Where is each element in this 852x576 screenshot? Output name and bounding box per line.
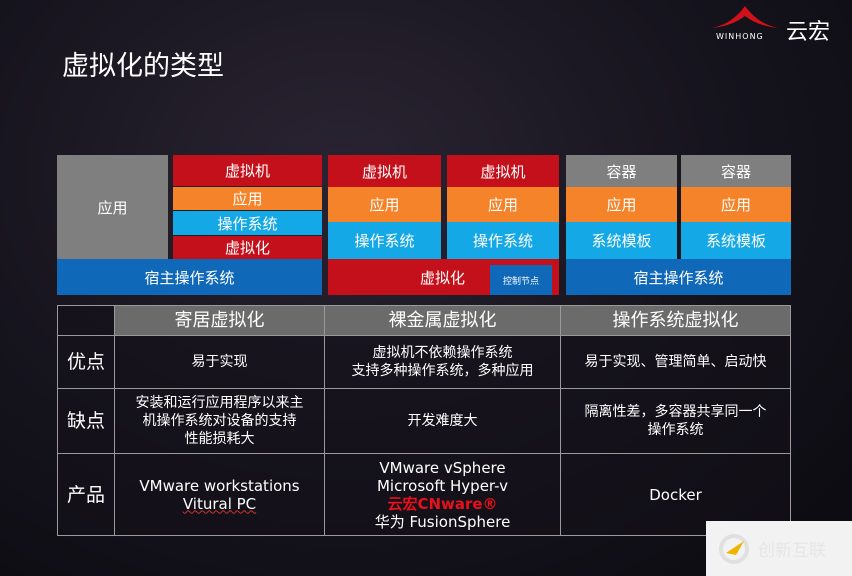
cell-line: 虚拟机不依赖操作系统	[372, 345, 513, 361]
cell-line: Docker	[649, 485, 702, 504]
cell-line: 安装和运行应用程序以来主	[135, 395, 304, 411]
container1-template-block: 系统模板	[566, 222, 677, 259]
hosted-host-os-block: 宿主操作系统	[57, 259, 322, 295]
cell-line: 操作系统	[647, 422, 704, 438]
cell-line: 云宏CNware®	[387, 494, 498, 513]
cell-line: VMware workstations	[139, 476, 300, 495]
table-cell: VMware vSphere Microsoft Hyper-v 云宏CNware®…	[324, 453, 561, 536]
oslevel-host-os-block: 宿主操作系统	[566, 259, 791, 295]
hosted-vm-block: 虚拟机	[173, 155, 322, 186]
watermark: 创新互联	[706, 521, 852, 576]
comparison-table: 寄居虚拟化 裸金属虚拟化 操作系统虚拟化 优点 易于实现 虚拟机不依赖操作系统支…	[57, 305, 791, 536]
header-os-level: 操作系统虚拟化	[560, 305, 791, 336]
bare-app1-block: 应用	[328, 187, 441, 222]
row-label: 产品	[57, 453, 115, 536]
table-row: 优点 易于实现 虚拟机不依赖操作系统支持多种操作系统，多种应用 易于实现、管理简…	[57, 335, 791, 389]
cell-line: Vitural PC	[182, 494, 257, 513]
table-cell: 易于实现、管理简单、启动快	[560, 335, 791, 389]
bare-vm2-block: 虚拟机	[447, 155, 559, 187]
header-hosted: 寄居虚拟化	[114, 305, 325, 336]
cell-line: 机操作系统对设备的支持	[142, 413, 297, 429]
container1-block: 容器	[566, 155, 677, 187]
hosted-app-block: 应用	[57, 155, 168, 259]
logo-text-en: WINHONG	[716, 32, 764, 41]
winhong-logo-icon	[712, 6, 778, 28]
cell-line: Microsoft Hyper-v	[376, 476, 509, 495]
header-bare-metal: 裸金属虚拟化	[324, 305, 561, 336]
container1-app-block: 应用	[566, 187, 677, 222]
table-cell: 易于实现	[114, 335, 325, 389]
table-cell: 隔离性差，多容器共享同一个 操作系统	[560, 388, 791, 454]
table-cell: VMware workstations Vitural PC	[114, 453, 325, 536]
row-label: 缺点	[57, 388, 115, 454]
logo-text-cn: 云宏	[786, 20, 831, 45]
cell-line: 支持多种操作系统，多种应用	[351, 363, 534, 379]
container2-block: 容器	[681, 155, 791, 187]
table-header-row: 寄居虚拟化 裸金属虚拟化 操作系统虚拟化	[57, 305, 791, 336]
hosted-vm-os-block: 操作系统	[173, 211, 322, 235]
container2-template-block: 系统模板	[681, 222, 791, 259]
watermark-logo-icon	[719, 533, 749, 564]
container2-app-block: 应用	[681, 187, 791, 222]
cell-line: 隔离性差，多容器共享同一个	[584, 404, 767, 420]
cell-line: 性能损耗大	[184, 431, 255, 447]
header-corner	[57, 305, 115, 336]
cell-line: 易于实现、管理简单、启动快	[584, 354, 767, 370]
winhong-logo: WINHONG 云宏	[708, 4, 848, 45]
bare-os2-block: 操作系统	[447, 222, 559, 259]
cell-line: 开发难度大	[407, 413, 478, 429]
watermark-text: 创新互联	[758, 541, 826, 561]
control-node-block: 控制节点	[490, 265, 552, 295]
hosted-virt-block: 虚拟化	[173, 236, 322, 259]
table-row: 产品 VMware workstations Vitural PC VMware …	[57, 453, 791, 536]
bare-vm1-block: 虚拟机	[328, 155, 441, 187]
table-cell: 安装和运行应用程序以来主 机操作系统对设备的支持 性能损耗大	[114, 388, 325, 454]
page-title: 虚拟化的类型	[62, 51, 224, 82]
row-label: 优点	[57, 335, 115, 389]
bare-os1-block: 操作系统	[328, 222, 441, 259]
cell-line: 易于实现	[191, 354, 248, 370]
bare-app2-block: 应用	[447, 187, 559, 222]
cell-line: VMware vSphere	[379, 458, 506, 477]
table-cell: 开发难度大	[324, 388, 561, 454]
hosted-vm-app-block: 应用	[173, 187, 322, 210]
cell-line: 华为 FusionSphere	[374, 512, 511, 531]
table-row: 缺点 安装和运行应用程序以来主 机操作系统对设备的支持 性能损耗大 开发难度大 隔离…	[57, 388, 791, 454]
table-cell: 虚拟机不依赖操作系统支持多种操作系统，多种应用	[324, 335, 561, 389]
